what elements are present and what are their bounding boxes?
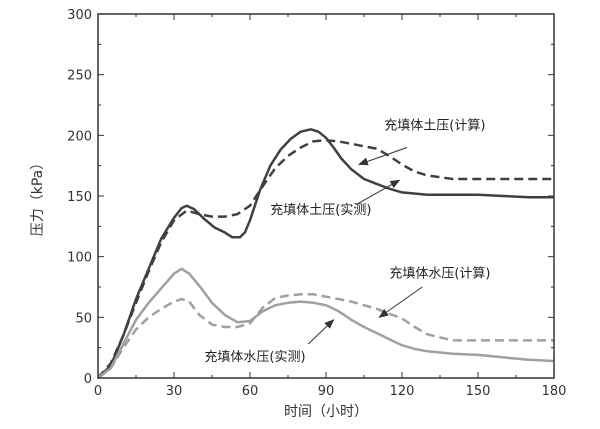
x-tick-label: 120 bbox=[390, 384, 415, 399]
annotation-arrow bbox=[357, 146, 408, 166]
annotation-arrow bbox=[307, 319, 335, 345]
series-line-3 bbox=[97, 293, 554, 379]
annotation-layer: 充填体土压(计算) 充填体土压(实测) 充填体水压(计算) 充填体水压(实测) bbox=[204, 117, 490, 365]
series-line-0 bbox=[97, 128, 554, 379]
y-tick-label: 100 bbox=[67, 251, 92, 266]
annotation-arrow bbox=[378, 286, 423, 318]
annotation-label: 充填体土压(实测) bbox=[270, 202, 371, 218]
annotation-arrow bbox=[356, 179, 401, 205]
x-tick-label: 180 bbox=[542, 384, 567, 399]
x-tick-label: 150 bbox=[466, 384, 491, 399]
annotation-label: 充填体水压(实测) bbox=[204, 349, 305, 365]
annotation-label: 充填体水压(计算) bbox=[389, 265, 490, 281]
annotation-label: 充填体土压(计算) bbox=[384, 117, 485, 133]
x-tick-label: 0 bbox=[94, 384, 102, 399]
series-layer bbox=[97, 128, 555, 379]
x-tick-label: 30 bbox=[166, 384, 183, 399]
axes-layer: 0 30 60 90 120 150 180 0 50 100 150 200 250 300 bbox=[67, 8, 566, 399]
x-tick-label: 60 bbox=[242, 384, 259, 399]
y-tick-label: 0 bbox=[84, 372, 92, 387]
y-tick-label: 150 bbox=[67, 190, 92, 205]
y-tick-label: 200 bbox=[67, 129, 92, 144]
y-axis-label: 压力（kPa） bbox=[30, 156, 46, 237]
series-line-1 bbox=[97, 138, 554, 379]
series-line-2 bbox=[97, 267, 555, 379]
x-axis-label: 时间（小时） bbox=[284, 404, 368, 420]
y-tick-label: 50 bbox=[75, 311, 92, 326]
y-tick-label: 250 bbox=[67, 69, 92, 84]
y-tick-label: 300 bbox=[67, 8, 92, 23]
x-tick-label: 90 bbox=[318, 384, 335, 399]
